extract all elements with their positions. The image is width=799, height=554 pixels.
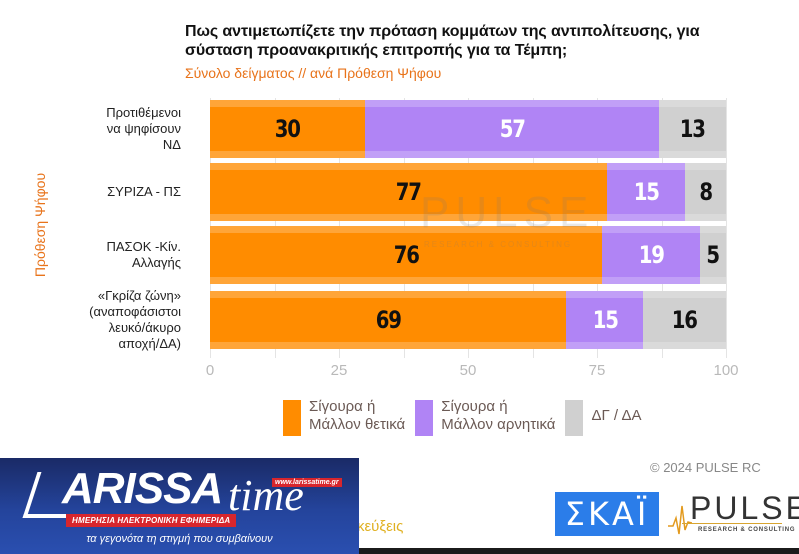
plot-area: 30 57 13 77 15 8 76 19 5 69 15 16 — [210, 98, 727, 358]
data-label: 30 — [274, 115, 301, 143]
legend-label-positive-2: Μάλλον θετικά — [309, 416, 406, 433]
legend-label-negative-1: Σίγουρα ή — [441, 398, 508, 415]
category-label: «Γκρίζα ζώνη» (αναποφάσιστοι λευκό/άκυρο απ… — [89, 288, 181, 351]
data-label: 13 — [679, 115, 706, 143]
category-label: ΠΑΣΟΚ -Κίν. Αλλαγής — [106, 239, 182, 270]
skai-logo: ΣΚΑΪ — [555, 492, 659, 536]
dk-segment: 8 — [684, 163, 727, 221]
x-tick-label: 0 — [205, 362, 215, 379]
data-label: 5 — [706, 241, 721, 269]
data-label: 57 — [499, 115, 525, 143]
larissatime-tagline: τα γεγονότα τη στιγμή που συμβαίνουν — [86, 533, 273, 545]
pulse-logo-line — [682, 523, 782, 524]
positive-segment: 69 — [210, 291, 567, 349]
positive-segment: 77 — [210, 163, 608, 221]
data-label: 8 — [699, 178, 713, 206]
category-label: ΣΥΡΙΖΑ - ΠΣ — [107, 184, 181, 199]
larissatime-url[interactable]: www.larissatime.gr — [272, 478, 342, 487]
legend: Σίγουρα ή Μάλλον θετικά Σίγουρα ή Μάλλον… — [283, 398, 641, 436]
partial-footer-text: κεύξεις — [357, 518, 404, 535]
bar-row: 76 19 5 — [210, 226, 726, 284]
pulse-watermark: PULSE — [420, 188, 595, 237]
copyright: © 2024 PULSE RC — [650, 460, 761, 475]
data-label: 77 — [396, 178, 422, 206]
data-label: 19 — [638, 241, 665, 269]
dk-segment: 13 — [658, 100, 727, 158]
chart-title: Πως αντιμετωπίζετε την πρόταση κομμάτων … — [185, 23, 700, 59]
negative-segment: 15 — [607, 163, 686, 221]
dk-segment: 16 — [643, 291, 726, 349]
pulse-logo-sub: RESEARCH & CONSULTING — [698, 527, 796, 533]
y-axis-title: Πρόθεση Ψήφου — [32, 172, 48, 278]
legend-swatch-negative — [415, 400, 434, 436]
legend-label-negative-2: Μάλλον αρνητικά — [441, 416, 556, 433]
negative-segment: 19 — [602, 226, 701, 284]
data-label: 76 — [393, 241, 420, 269]
legend-item-dk: ΔΓ / ΔΑ — [565, 398, 641, 436]
data-label: 15 — [633, 178, 660, 206]
category-label: Προτιθέμενοι να ψηφίσουν ΝΔ — [106, 105, 181, 152]
legend-item-negative: Σίγουρα ή Μάλλον αρνητικά — [415, 398, 555, 436]
data-label: 69 — [375, 306, 402, 334]
bar-row: 30 57 13 — [210, 100, 727, 158]
larissatime-brand: ARISSA — [62, 464, 223, 513]
larissatime-banner[interactable]: ARISSA time www.larissatime.gr ΗΜΕΡΗΣΙΑ … — [0, 458, 359, 554]
data-label: 16 — [672, 306, 698, 334]
bar-row: 69 15 16 — [210, 291, 726, 349]
larissatime-red-tag: ΗΜΕΡΗΣΙΑ ΗΛΕΚΤΡΟΝΙΚΗ ΕΦΗΜΕΡΙΔΑ — [66, 514, 237, 527]
positive-segment: 76 — [210, 226, 603, 284]
pulse-logo-word: PULSE — [690, 490, 799, 526]
x-tick-label: 25 — [330, 362, 348, 379]
legend-label-positive-1: Σίγουρα ή — [309, 398, 376, 415]
legend-item-positive: Σίγουρα ή Μάλλον θετικά — [283, 398, 405, 436]
legend-swatch-dk — [565, 400, 584, 436]
pulse-logo: PULSE RESEARCH & CONSULTING — [668, 490, 799, 538]
negative-segment: 57 — [364, 100, 660, 158]
negative-segment: 15 — [566, 291, 644, 349]
bar-row: 77 15 8 — [210, 163, 727, 221]
x-tick-label: 100 — [713, 362, 739, 379]
pulse-wave-icon — [668, 505, 692, 535]
pulse-watermark-sub: RESEARCH & CONSULTING — [424, 240, 573, 249]
chart-subtitle: Σύνολο δείγματος // ανά Πρόθεση Ψήφου — [185, 65, 442, 81]
x-tick-label: 75 — [588, 362, 606, 379]
legend-label-dk: ΔΓ / ΔΑ — [591, 407, 642, 424]
data-label: 15 — [592, 306, 618, 334]
bottom-strip — [359, 548, 799, 554]
dk-segment: 5 — [700, 226, 726, 284]
legend-swatch-positive — [283, 400, 301, 436]
x-tick-label: 50 — [459, 362, 477, 379]
positive-segment: 30 — [210, 100, 365, 158]
gridline — [726, 98, 727, 358]
